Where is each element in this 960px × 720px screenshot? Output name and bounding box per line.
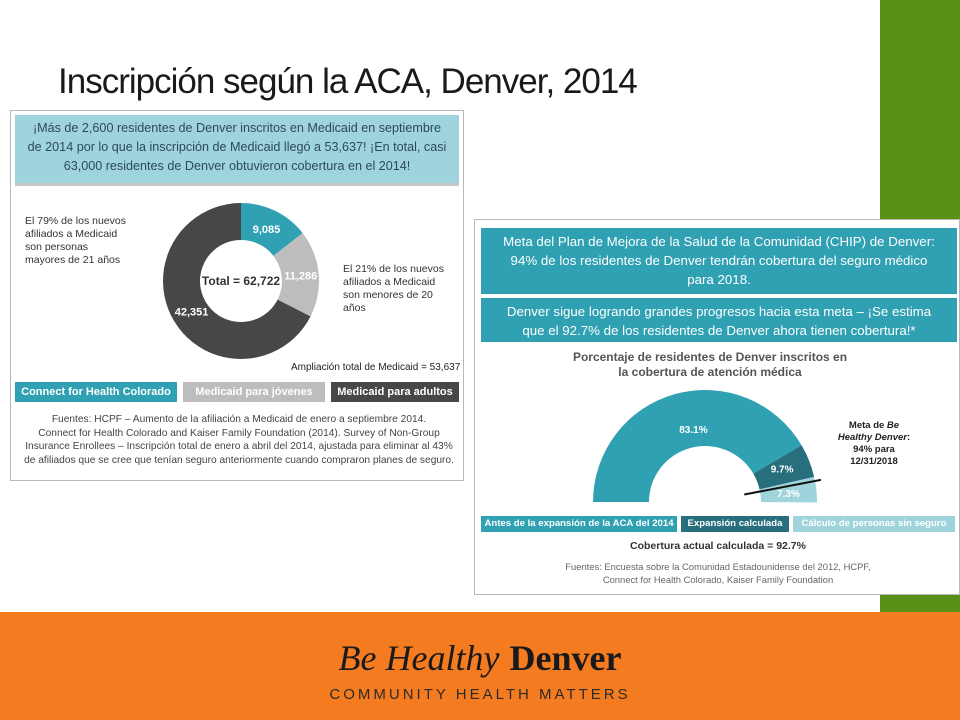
note-line: son menores de 20	[343, 289, 433, 301]
box-line: Meta del Plan de Mejora de la Salud de l…	[503, 234, 935, 249]
expansion-total: Ampliación total de Medicaid = 53,637	[291, 362, 461, 373]
slice-value-label: 42,351	[175, 306, 209, 318]
source-line: Fuentes: Encuesta sobre la Comunidad Est…	[565, 561, 871, 572]
medicaid-enrollment-infographic: ¡Más de 2,600 residentes de Denver inscr…	[10, 110, 464, 481]
legend-adult-medicaid: Medicaid para adultos	[331, 382, 459, 402]
note-line: El 79% de los nuevos	[25, 215, 126, 227]
total-label: Total = 62,722	[202, 274, 280, 288]
chart-title-line: Porcentaje de residentes de Denver inscr…	[572, 350, 848, 364]
right-sources: Fuentes: Encuesta sobre la Comunidad Est…	[475, 560, 960, 586]
meta-heading-line2: Healthy Denver:	[829, 432, 919, 444]
meta-prefix: Meta de	[848, 420, 887, 431]
box-line: Denver sigue logrando grandes progresos …	[506, 304, 932, 319]
target-marker	[744, 478, 822, 496]
box-line: que el 92.7% de los residentes de Denver…	[522, 323, 916, 338]
note-line: son personas	[25, 241, 89, 253]
chip-goal-box: Meta del Plan de Mejora de la Salud de l…	[481, 228, 957, 294]
slice-value-label: 11,286	[284, 270, 317, 282]
legend-calculated-expansion: Expansión calculada	[681, 516, 789, 532]
slice-adult-medicaid	[163, 203, 311, 359]
note-line: afiliados a Medicaid	[25, 228, 118, 240]
legend-youth-medicaid: Medicaid para jóvenes	[183, 382, 325, 402]
slice-connect-colorado	[241, 203, 303, 256]
source-line: Insurance Enrollees – Inscripción total …	[25, 441, 453, 452]
legend-uninsured: Cálculo de personas sin seguro	[793, 516, 955, 532]
coverage-chart-title: Porcentaje de residentes de Denver inscr…	[535, 350, 885, 380]
slice-before-expansion	[593, 389, 802, 502]
meta-italic: Be	[886, 420, 900, 431]
slice-value-label: 9,085	[253, 224, 281, 236]
current-coverage: Cobertura actual calculada = 92.7%	[630, 540, 806, 552]
source-line: Connect for Health Colorado and Kaiser F…	[38, 427, 440, 439]
be-healthy-denver-target: Meta de Be Healthy Denver: 94% para 12/3…	[829, 420, 919, 468]
enrollment-donut-chart: 9,085 11,286 42,351 Total = 62,722	[163, 203, 319, 359]
note-line: El 21% de los nuevos	[343, 263, 444, 275]
slice-youth-medicaid	[273, 233, 319, 317]
header-line: 63,000 residentes de Denver obtuvieron c…	[63, 159, 411, 173]
header-line: ¡Más de 2,600 residentes de Denver inscr…	[32, 121, 442, 135]
chart-title-line: la cobertura de atención médica	[618, 365, 802, 379]
meta-italic: Healthy Denver	[837, 432, 907, 443]
source-line: Fuentes: HCPF – Aumento de la afiliación…	[51, 414, 427, 425]
note-line: años	[343, 302, 366, 314]
left-sources: Fuentes: HCPF – Aumento de la afiliación…	[19, 413, 459, 467]
coverage-infographic: Meta del Plan de Mejora de la Salud de l…	[474, 219, 960, 595]
source-line: Connect for Health Colorado, Kaiser Fami…	[602, 574, 834, 585]
progress-box: Denver sigue logrando grandes progresos …	[481, 298, 957, 342]
tagline: COMMUNITY HEALTH MATTERS	[329, 686, 631, 703]
slice-value-label: 83.1%	[679, 425, 707, 436]
note-line: mayores de 21 años	[25, 254, 121, 266]
slide-title: Inscripción según la ACA, Denver, 2014	[58, 62, 638, 101]
box-line: para 2018.	[687, 272, 751, 287]
footer-banner: Be Healthy Denver COMMUNITY HEALTH MATTE…	[0, 612, 960, 720]
meta-heading-line1: Meta de Be	[829, 420, 919, 432]
slice-calculated-expansion	[753, 445, 815, 490]
legend-connect: Connect for Health Colorado	[15, 382, 177, 402]
header-line: de 2014 por lo que la inscripción de Med…	[27, 140, 447, 154]
brand-italic: Be Healthy	[338, 638, 500, 678]
infographic-header: ¡Más de 2,600 residentes de Denver inscr…	[15, 115, 459, 183]
meta-suffix: :	[907, 432, 911, 443]
source-line: de afiliados que se cree que tenían segu…	[24, 454, 454, 466]
note-line: afiliados a Medicaid	[343, 276, 436, 288]
legend-before-expansion: Antes de la expansión de la ACA del 2014	[481, 516, 677, 532]
slice-value-label: 9.7%	[771, 465, 794, 476]
adults-note: El 79% de los nuevos afiliados a Medicai…	[25, 215, 126, 267]
coverage-half-donut-chart: 83.1% 9.7% 7.3%	[593, 389, 822, 503]
header-divider	[15, 183, 459, 186]
meta-line: 94% para	[853, 444, 895, 455]
meta-line: 12/31/2018	[850, 456, 898, 467]
youth-note: El 21% de los nuevos afiliados a Medicai…	[343, 263, 444, 315]
brand-bold: Denver	[509, 638, 622, 678]
be-healthy-denver-logo: Be Healthy Denver	[0, 637, 960, 679]
slice-value-label: 7.3%	[777, 489, 800, 500]
box-line: 94% de los residentes de Denver tendrán …	[510, 253, 928, 268]
